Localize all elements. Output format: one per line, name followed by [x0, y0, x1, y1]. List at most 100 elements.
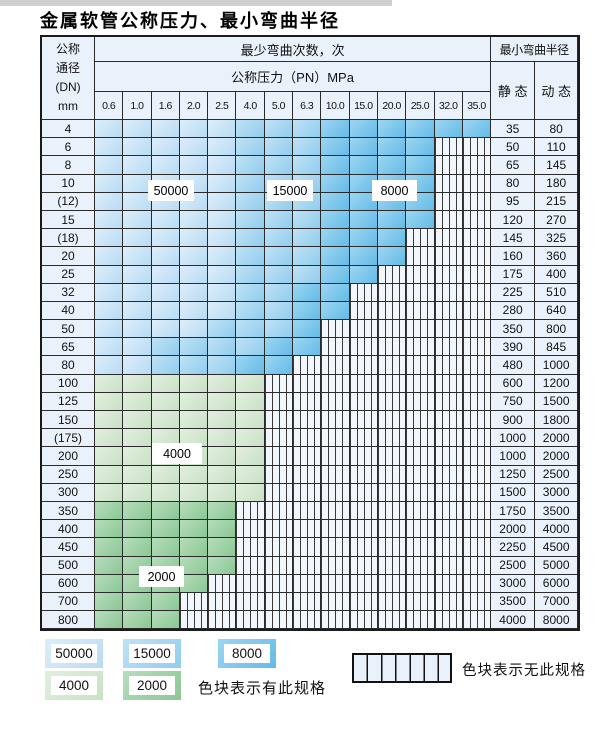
pressure-tick: 2.5	[208, 92, 237, 120]
dn-value: 500	[42, 556, 95, 575]
dn-value: (12)	[42, 192, 95, 211]
spec-cell	[236, 247, 265, 266]
no-spec-cell	[462, 174, 492, 193]
spec-cell	[208, 429, 237, 448]
pressure-tick: 2.0	[179, 92, 209, 120]
no-spec-cell	[349, 283, 378, 302]
no-spec-cell	[462, 592, 492, 612]
spec-cell	[293, 338, 322, 357]
dn-value: 40	[42, 301, 95, 321]
no-spec-cell	[377, 520, 407, 539]
spec-cell	[208, 520, 237, 539]
dynamic-radius-value: 4000	[535, 520, 579, 539]
pressure-tick: 32.0	[434, 92, 463, 120]
legend-swatch-label: 15000	[129, 644, 175, 663]
spec-cell	[208, 192, 237, 211]
no-spec-cell	[349, 320, 378, 339]
spec-cell	[208, 501, 237, 521]
static-radius-value: 95	[491, 192, 536, 211]
dynamic-radius-value: 3500	[535, 501, 579, 521]
no-spec-cell	[406, 338, 435, 357]
no-spec-cell	[434, 338, 463, 357]
dn-value: 400	[42, 520, 95, 539]
spec-cell	[151, 120, 180, 139]
dynamic-radius-value: 2500	[535, 465, 579, 484]
no-spec-cell	[462, 411, 492, 430]
spec-cell	[179, 138, 209, 157]
spec-cell	[434, 120, 463, 139]
spec-cell	[95, 392, 124, 411]
no-spec-cell	[462, 392, 492, 411]
spec-cell	[406, 210, 435, 230]
spec-cell	[179, 356, 209, 375]
spec-cell	[236, 392, 265, 411]
dn-value: 4	[42, 120, 95, 139]
dynamic-radius-value: 1200	[535, 374, 579, 393]
pressure-tick: 25.0	[406, 92, 435, 120]
spec-cell	[95, 265, 124, 284]
spec-cell	[293, 120, 322, 139]
static-radius-value: 750	[491, 392, 536, 411]
dynamic-radius-value: 510	[535, 283, 579, 302]
dn-header-line: mm	[58, 99, 78, 113]
no-spec-cell	[377, 465, 407, 484]
static-radius-value: 1000	[491, 447, 536, 466]
spec-cell	[377, 120, 407, 139]
spec-cell	[151, 592, 180, 612]
dynamic-radius-value: 145	[535, 156, 579, 175]
spec-cell	[236, 356, 265, 375]
no-spec-cell	[293, 483, 322, 502]
spec-cell	[208, 120, 237, 139]
spec-cell	[151, 465, 180, 484]
no-spec-cell	[349, 538, 378, 557]
pressure-tick: 10.0	[321, 92, 350, 120]
no-spec-cell	[264, 374, 294, 393]
spec-cell	[95, 138, 124, 157]
spec-cell	[264, 338, 294, 357]
spec-cell	[321, 247, 350, 266]
spec-cell	[236, 229, 265, 248]
no-spec-cell	[377, 356, 407, 375]
spec-cell	[377, 247, 407, 266]
spec-cell	[179, 483, 209, 502]
legend-swatch-2000: 2000	[123, 671, 181, 700]
no-spec-cell	[406, 247, 435, 266]
spec-cell	[208, 320, 237, 339]
spec-cell	[95, 538, 124, 557]
min-bend-cycles-header: 最少弯曲次数，次	[95, 37, 492, 62]
no-spec-cell	[406, 320, 435, 339]
no-spec-cell	[406, 592, 435, 612]
pressure-tick: 5.0	[264, 92, 294, 120]
spec-cell	[293, 320, 322, 339]
spec-cell	[95, 465, 124, 484]
no-spec-cell	[236, 592, 265, 612]
dn-header-line: 通径	[55, 61, 80, 75]
dn-value: 700	[42, 592, 95, 612]
dynamic-radius-value: 215	[535, 192, 579, 211]
no-spec-cell	[434, 301, 463, 321]
spec-cell	[264, 210, 294, 230]
no-spec-cell	[321, 501, 350, 521]
spec-cell	[95, 501, 124, 521]
no-spec-cell	[462, 574, 492, 593]
spec-cell	[349, 156, 378, 175]
no-spec-cell	[321, 411, 350, 430]
static-radius-value: 1750	[491, 501, 536, 521]
pressure-tick: 1.6	[151, 92, 180, 120]
dn-value: 8	[42, 156, 95, 175]
spec-cell	[179, 338, 209, 357]
spec-cell	[236, 265, 265, 284]
no-spec-cell	[462, 301, 492, 321]
no-spec-cell	[264, 592, 294, 612]
no-spec-cell	[377, 320, 407, 339]
spec-cell	[179, 210, 209, 230]
spec-cell	[321, 229, 350, 248]
no-spec-cell	[434, 210, 463, 230]
no-spec-cell	[377, 483, 407, 502]
spec-cell	[151, 611, 180, 630]
no-spec-cell	[264, 574, 294, 593]
spec-cell	[123, 538, 152, 557]
spec-cell	[151, 301, 180, 321]
legend-swatch-15000: 15000	[123, 639, 181, 668]
no-spec-cell	[236, 556, 265, 575]
